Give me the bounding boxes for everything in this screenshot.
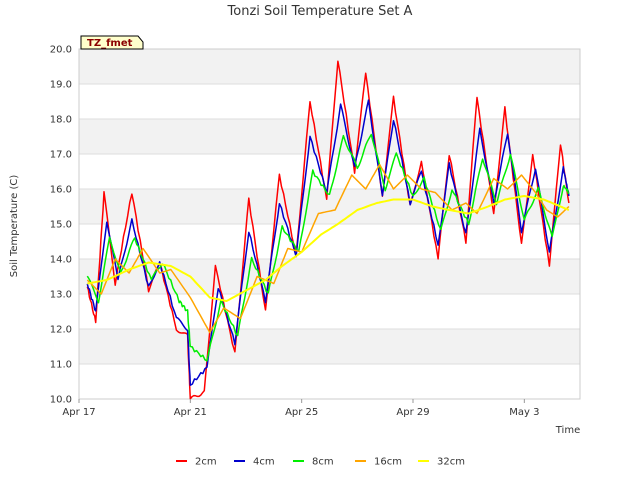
legend-label-32cm: 32cm [437,457,465,468]
y-tick-label: 20.0 [50,45,72,56]
dataset-badge: TZ_fmet [80,35,144,50]
x-axis-label: Time [555,425,580,436]
y-tick-label: 12.0 [50,325,72,336]
y-tick-label: 11.0 [50,360,72,371]
series-line-32cm [87,195,570,302]
series-line-16cm [86,163,570,334]
y-tick-label: 19.0 [50,80,72,91]
legend-label-8cm: 8cm [312,457,334,468]
series-lines [86,60,570,400]
y-tick-label: 18.0 [50,115,72,126]
legend-label-4cm: 4cm [253,457,275,468]
legend-label-2cm: 2cm [195,457,217,468]
band [79,119,580,154]
x-tick-label: Apr 17 [62,407,95,418]
legend: 2cm 4cm 8cm 16cm 32cm [176,457,465,468]
x-tick-label: May 3 [509,407,539,418]
x-tick-label: Apr 25 [285,407,318,418]
series-line-8cm [86,133,570,362]
x-tick-label: Apr 29 [396,407,429,418]
band [79,329,580,364]
x-tick-label: Apr 21 [174,407,207,418]
legend-label-16cm: 16cm [374,457,402,468]
y-tick-label: 10.0 [50,395,72,406]
y-axis-label: Soil Temperature (C) [9,175,20,278]
band [79,49,580,84]
y-tick-label: 13.0 [50,290,72,301]
plot-frame [78,48,581,400]
x-axis-ticks: Apr 17 Apr 21 Apr 25 Apr 29 May 3 [62,399,539,418]
chart-title: Tonzi Soil Temperature Set A [227,4,413,19]
y-axis-ticks: 10.0 11.0 12.0 13.0 14.0 15.0 16.0 17.0 18.0 19.0… [50,45,72,406]
y-tick-label: 16.0 [50,185,72,196]
badge-shape [80,35,144,50]
y-tick-label: 17.0 [50,150,72,161]
y-tick-label: 15.0 [50,220,72,231]
y-tick-label: 14.0 [50,255,72,266]
background-bands [79,49,580,364]
badge-label: TZ_fmet [87,38,133,49]
